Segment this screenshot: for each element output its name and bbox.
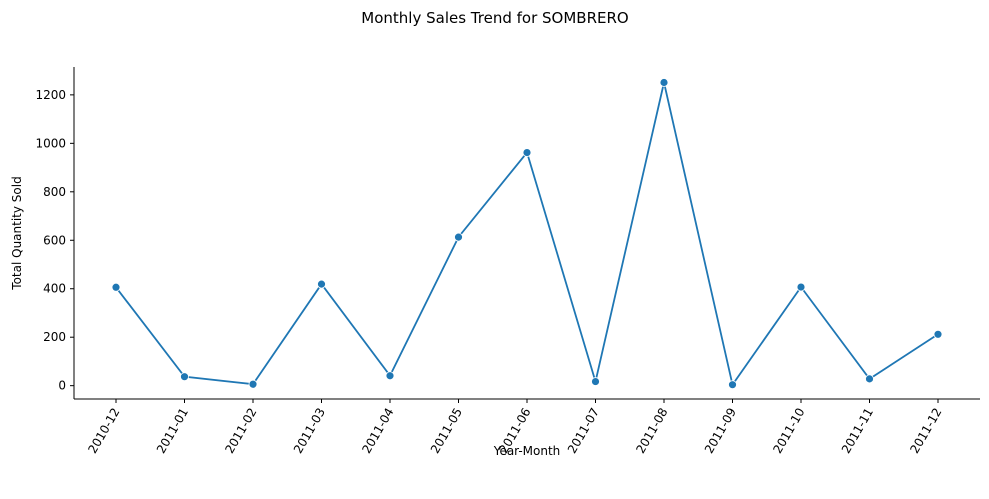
- data-point: [796, 282, 806, 292]
- data-point: [454, 232, 463, 242]
- y-axis-label: Total Quantity Sold: [10, 176, 24, 290]
- x-tick-label: 2011-09: [702, 406, 739, 456]
- y-tick-label: 0: [58, 379, 66, 393]
- x-tick-label: 2010-12: [85, 406, 122, 456]
- y-axis-ticks: 0 200 400 600 800 1000 1200: [35, 88, 74, 393]
- x-axis-label: Year-Month: [493, 444, 561, 458]
- x-tick-label: 2011-07: [565, 406, 602, 456]
- y-tick-label: 600: [43, 233, 66, 247]
- x-tick-label: 2011-03: [291, 406, 328, 456]
- data-point: [522, 148, 532, 157]
- x-tick-label: 2011-08: [633, 406, 670, 456]
- y-tick-label: 200: [43, 330, 66, 344]
- y-tick-label: 400: [43, 282, 66, 296]
- series-line: [115, 82, 939, 387]
- data-point: [659, 78, 669, 87]
- x-tick-label: 2011-11: [839, 406, 876, 456]
- y-tick-label: 1200: [35, 88, 66, 102]
- chart-title: Monthly Sales Trend for SOMBRERO: [361, 9, 628, 27]
- y-tick-label: 800: [43, 185, 66, 199]
- x-tick-label: 2011-12: [907, 406, 944, 456]
- data-points: [111, 78, 943, 390]
- data-point: [591, 377, 600, 386]
- data-point: [111, 282, 121, 292]
- data-point: [317, 279, 326, 289]
- y-tick-label: 1000: [35, 136, 66, 150]
- data-point: [865, 374, 874, 384]
- x-tick-label: 2011-05: [428, 406, 465, 456]
- data-point: [385, 371, 395, 381]
- x-tick-label: 2011-10: [770, 406, 807, 456]
- x-tick-label: 2011-04: [359, 406, 396, 456]
- x-tick-label: 2011-01: [154, 406, 191, 456]
- data-point: [180, 372, 189, 382]
- data-point: [248, 379, 258, 389]
- data-point: [933, 329, 943, 339]
- x-tick-label: 2011-02: [222, 406, 259, 456]
- data-point: [728, 380, 737, 390]
